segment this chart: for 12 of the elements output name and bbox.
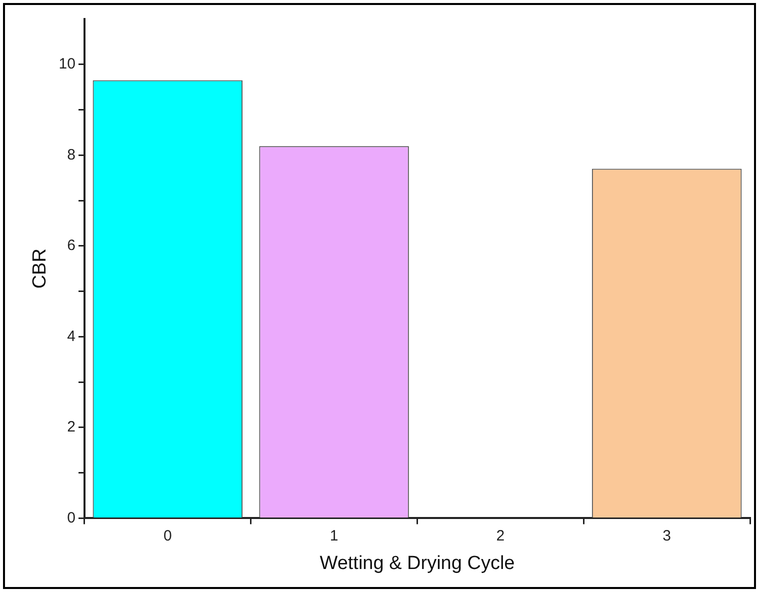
y-tick-label: 4 [67,328,76,345]
y-tick-label: 2 [67,418,76,436]
y-axis-title: CBR [30,248,51,289]
y-tick-label: 0 [67,509,76,526]
y-tick-label: 8 [67,146,76,164]
x-axis-title: Wetting & Drying Cycle [320,552,515,574]
x-tick-label: 3 [662,527,671,544]
x-tick-label: 2 [496,527,505,544]
x-tick-label: 0 [164,527,172,544]
x-tick-label: 1 [330,527,338,544]
y-tick-label: 6 [67,237,76,254]
y-tick-label: 10 [58,56,76,73]
